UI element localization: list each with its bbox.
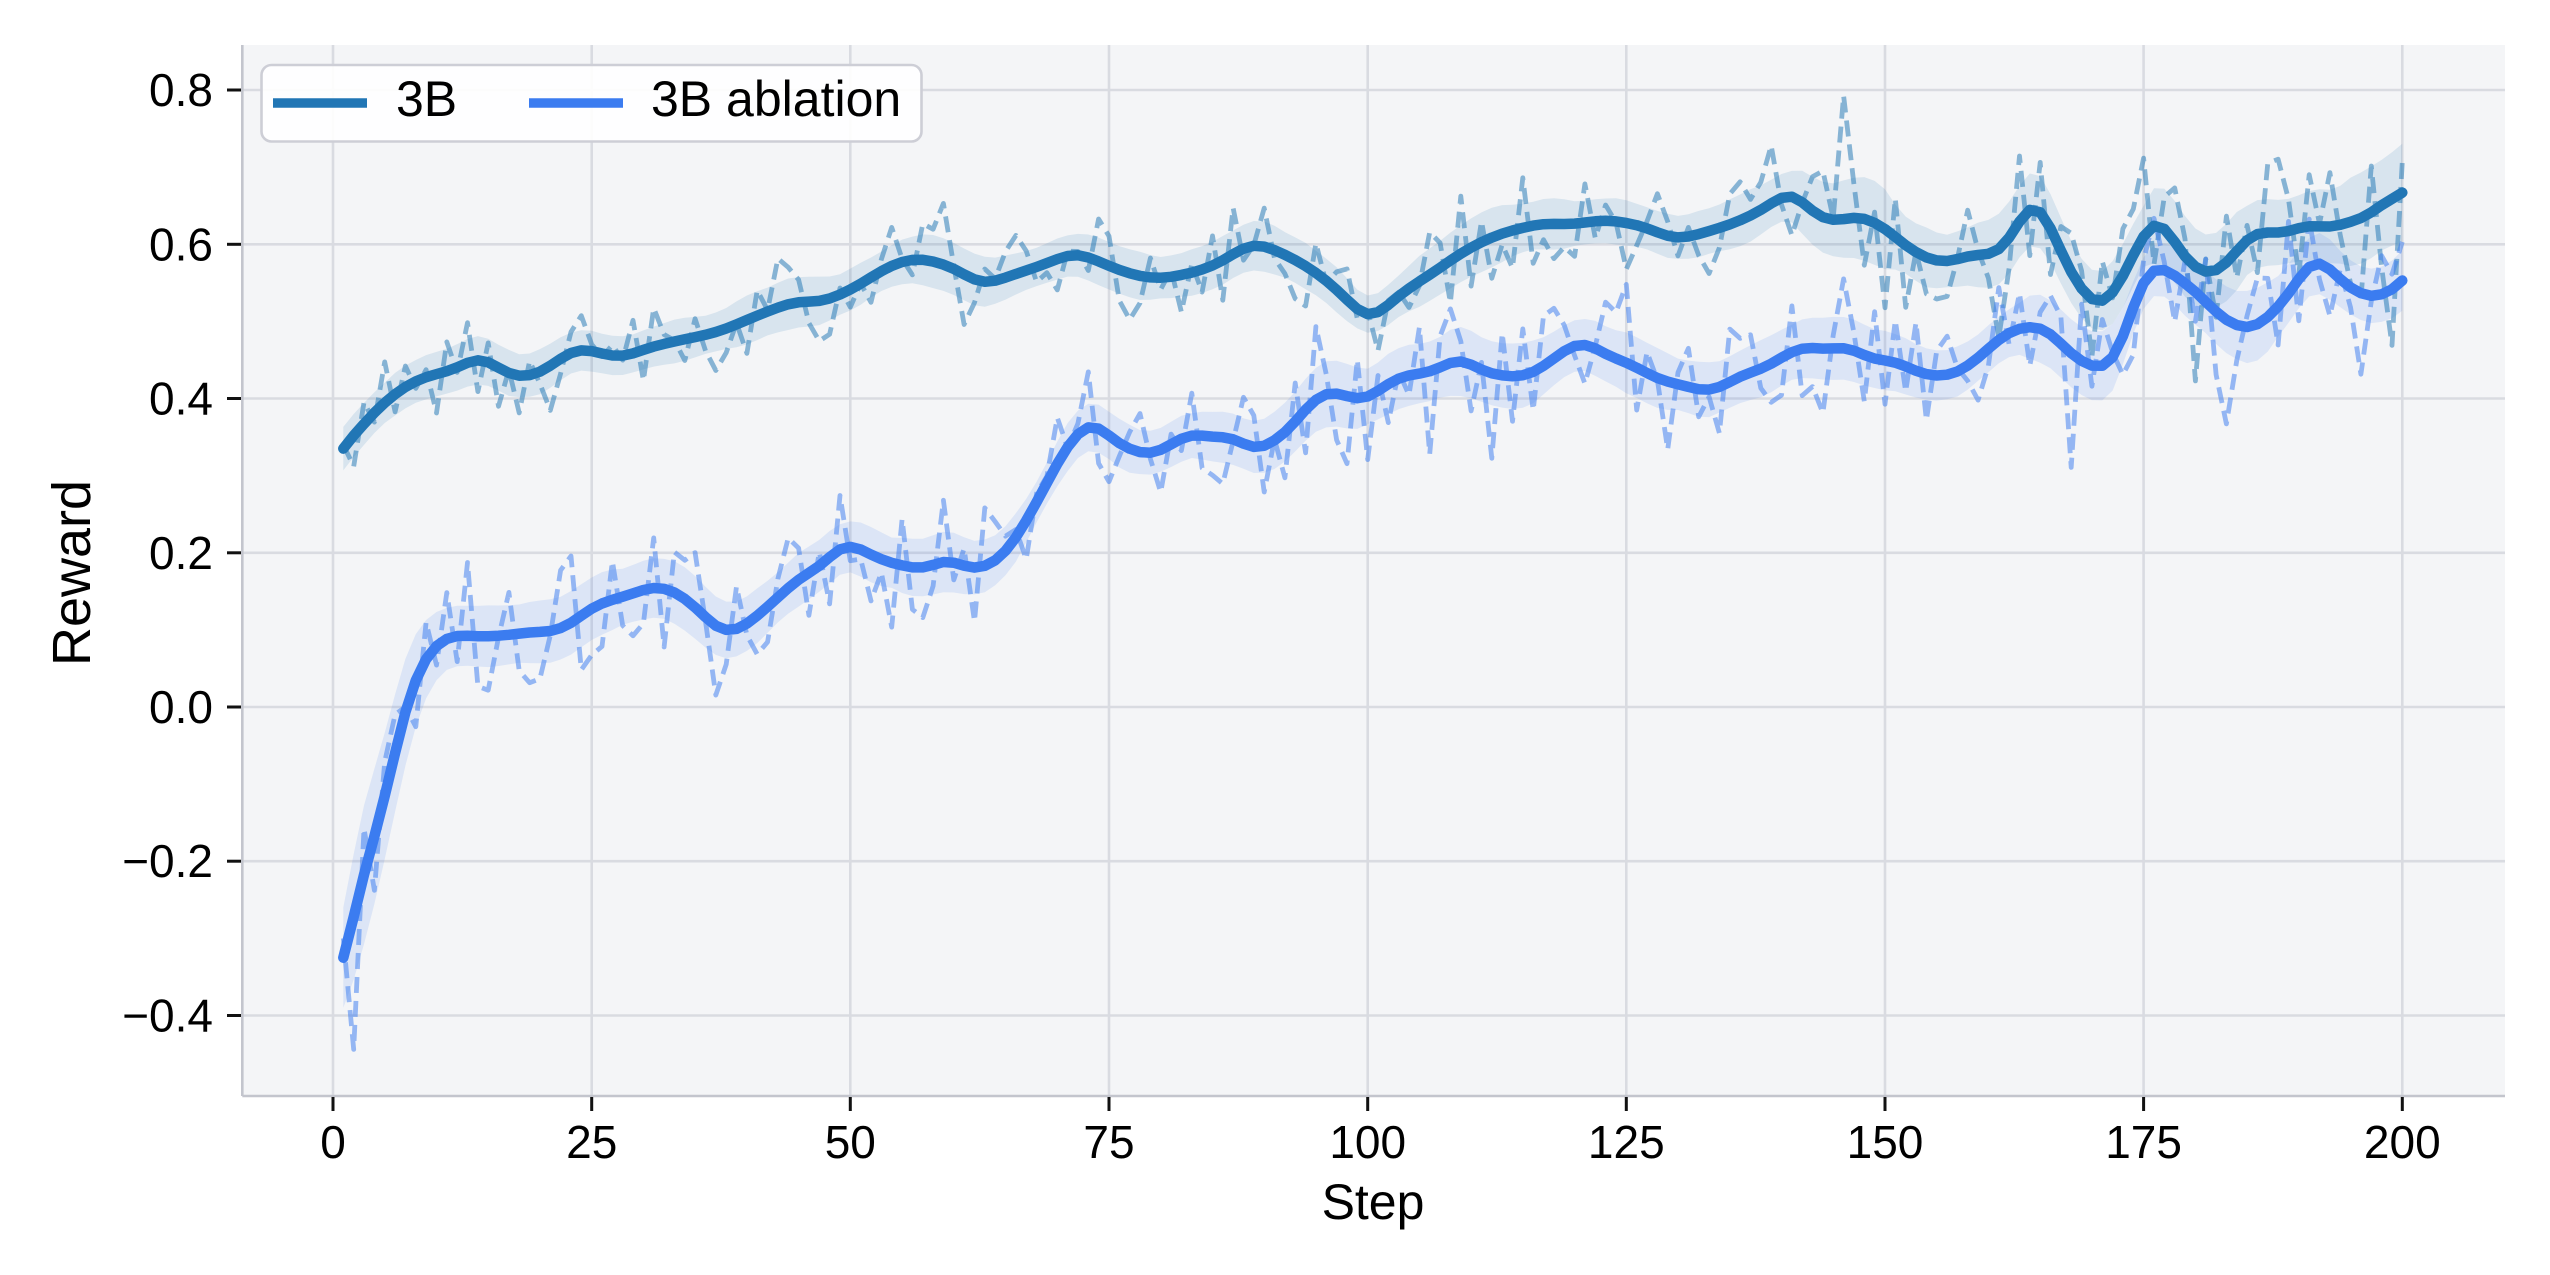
- svg-text:50: 50: [825, 1116, 876, 1168]
- svg-text:0.8: 0.8: [149, 64, 213, 116]
- svg-text:Reward: Reward: [42, 480, 102, 666]
- svg-text:−0.4: −0.4: [122, 990, 213, 1042]
- svg-text:25: 25: [566, 1116, 617, 1168]
- svg-text:Step: Step: [1322, 1174, 1425, 1230]
- svg-text:125: 125: [1588, 1116, 1665, 1168]
- svg-text:0.0: 0.0: [149, 681, 213, 733]
- svg-text:0.4: 0.4: [149, 373, 213, 425]
- svg-text:0.2: 0.2: [149, 527, 213, 579]
- svg-text:150: 150: [1847, 1116, 1924, 1168]
- svg-text:0.6: 0.6: [149, 218, 213, 270]
- svg-text:175: 175: [2105, 1116, 2182, 1168]
- svg-text:100: 100: [1329, 1116, 1406, 1168]
- svg-text:3B ablation: 3B ablation: [651, 71, 901, 127]
- svg-text:3B: 3B: [396, 71, 457, 127]
- svg-text:−0.2: −0.2: [122, 835, 213, 887]
- svg-text:75: 75: [1083, 1116, 1134, 1168]
- svg-text:200: 200: [2364, 1116, 2441, 1168]
- svg-text:0: 0: [320, 1116, 346, 1168]
